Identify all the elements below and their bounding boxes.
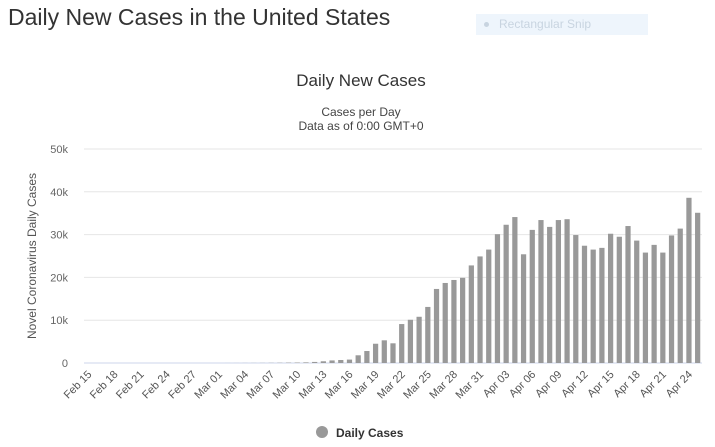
y-tick-label: 0 (62, 358, 68, 370)
bar[interactable] (538, 220, 544, 363)
x-tick-label: Apr 03 (481, 369, 512, 400)
bar[interactable] (416, 316, 422, 363)
x-tick-label: Feb 18 (88, 369, 121, 402)
bar[interactable] (407, 319, 414, 363)
bar[interactable] (695, 212, 701, 363)
bar[interactable] (320, 361, 326, 363)
x-tick-label: Apr 18 (611, 369, 642, 400)
chart-subtitle-1: Cases per Day (321, 105, 400, 119)
bar[interactable] (677, 228, 683, 363)
bar[interactable] (503, 224, 509, 363)
bar[interactable] (668, 235, 675, 363)
y-tick-label: 40k (50, 187, 68, 199)
bar[interactable] (451, 279, 457, 363)
y-tick-label: 10k (50, 315, 68, 327)
snip-dot-icon (484, 22, 489, 27)
bar[interactable] (555, 220, 561, 363)
bar[interactable] (564, 219, 570, 363)
x-tick-label: Mar 31 (453, 369, 486, 402)
bar[interactable] (607, 233, 614, 363)
bar[interactable] (520, 254, 527, 363)
x-tick-label: Mar 16 (323, 369, 356, 402)
x-tick-label: Mar 19 (349, 369, 382, 402)
bar[interactable] (642, 252, 649, 363)
x-tick-label: Feb 15 (62, 369, 95, 402)
bar[interactable] (346, 359, 353, 363)
y-tick-label: 30k (50, 230, 68, 242)
bar[interactable] (599, 247, 605, 363)
x-tick-label: Mar 25 (401, 369, 434, 402)
x-tick-label: Apr 24 (664, 369, 695, 400)
bar[interactable] (399, 324, 405, 363)
bar[interactable] (529, 229, 535, 363)
bar[interactable] (512, 217, 518, 363)
bar[interactable] (547, 226, 553, 363)
bar[interactable] (390, 343, 396, 363)
bar[interactable] (312, 361, 318, 363)
bar[interactable] (355, 355, 361, 363)
x-tick-label: Apr 06 (507, 369, 538, 400)
bar[interactable] (477, 256, 483, 363)
rectangular-snip-overlay[interactable]: Rectangular Snip (476, 14, 648, 35)
bar[interactable] (573, 235, 579, 363)
bar[interactable] (442, 282, 448, 363)
bar[interactable] (581, 245, 588, 363)
bar[interactable] (660, 252, 666, 363)
y-tick-label: 20k (50, 272, 68, 284)
bar[interactable] (634, 240, 640, 363)
bar[interactable] (381, 340, 387, 363)
bar[interactable] (329, 360, 335, 363)
bar[interactable] (686, 197, 692, 363)
x-tick-label: Mar 22 (375, 369, 408, 402)
bar[interactable] (616, 236, 622, 363)
bar[interactable] (468, 265, 474, 363)
x-tick-label: Mar 10 (271, 369, 304, 402)
x-tick-label: Feb 24 (140, 369, 173, 402)
bar[interactable] (625, 226, 631, 363)
chart-subtitle-2: Data as of 0:00 GMT+0 (298, 119, 423, 133)
legend-item[interactable]: Daily Cases (316, 426, 404, 440)
legend-label: Daily Cases (336, 426, 404, 440)
bar[interactable] (486, 249, 492, 363)
bar[interactable] (364, 351, 370, 363)
bar[interactable] (460, 277, 466, 363)
bar[interactable] (372, 343, 379, 363)
x-tick-label: Feb 27 (166, 369, 199, 402)
x-tick-label: Mar 28 (427, 369, 460, 402)
x-tick-label: Apr 12 (559, 369, 590, 400)
bar[interactable] (303, 362, 309, 363)
bar[interactable] (651, 244, 657, 363)
page-title: Daily New Cases in the United States (8, 4, 391, 30)
x-tick-label: Apr 15 (585, 369, 616, 400)
legend-marker-icon (316, 426, 328, 438)
x-tick-label: Apr 09 (533, 369, 564, 400)
bar[interactable] (590, 249, 596, 363)
bar[interactable] (494, 234, 501, 363)
x-tick-label: Apr 21 (638, 369, 669, 400)
x-tick-label: Mar 07 (245, 369, 278, 402)
x-tick-label: Mar 04 (218, 369, 251, 402)
y-tick-label: 50k (50, 144, 68, 156)
y-axis-label: Novel Coronavirus Daily Cases (25, 173, 39, 339)
chart-title: Daily New Cases (296, 71, 425, 90)
bar[interactable] (425, 306, 431, 363)
x-tick-label: Mar 01 (192, 369, 225, 402)
x-tick-label: Mar 13 (297, 369, 330, 402)
snip-label: Rectangular Snip (499, 17, 592, 31)
bar[interactable] (433, 288, 440, 363)
bar[interactable] (338, 360, 344, 363)
x-tick-label: Feb 21 (114, 369, 147, 402)
